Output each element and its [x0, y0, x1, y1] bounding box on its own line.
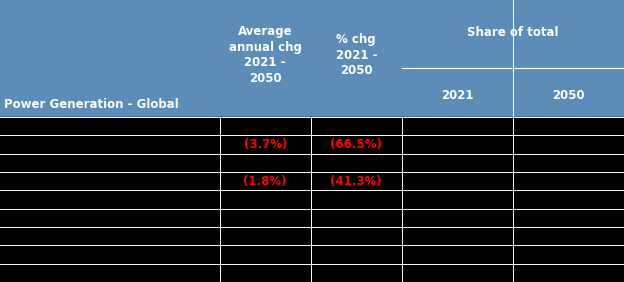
Text: 2021: 2021	[441, 89, 474, 102]
Bar	[0, 0, 624, 117]
Text: (66.5%): (66.5%)	[330, 138, 383, 151]
Text: (41.3%): (41.3%)	[331, 175, 382, 188]
Text: Share of total: Share of total	[467, 26, 558, 39]
Text: (1.8%): (1.8%)	[243, 175, 287, 188]
Text: % chg
2021 -
2050: % chg 2021 - 2050	[336, 33, 377, 77]
Text: (3.7%): (3.7%)	[243, 138, 287, 151]
Bar	[0, 117, 624, 282]
Text: Average
annual chg
2021 -
2050: Average annual chg 2021 - 2050	[229, 25, 301, 85]
Text: Power Generation - Global: Power Generation - Global	[4, 98, 179, 111]
Text: 2050: 2050	[552, 89, 585, 102]
